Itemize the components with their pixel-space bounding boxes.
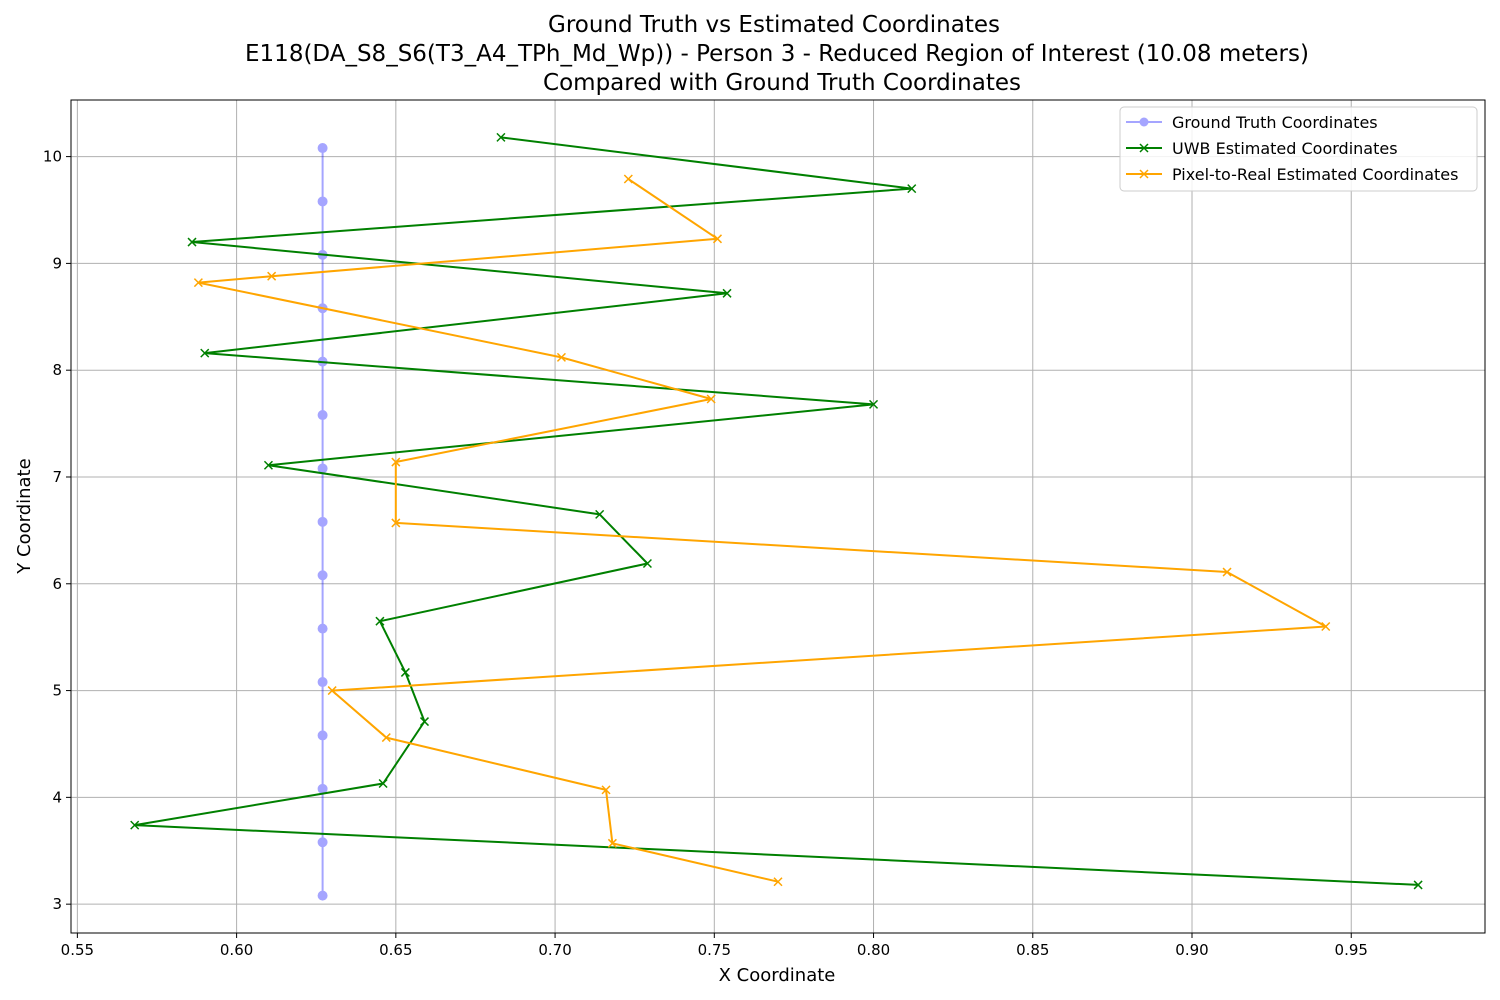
- x-tick-label: 0.90: [1175, 941, 1208, 959]
- chart-title-line-2: E118(DA_S8_S6(T3_A4_TPh_Md_Wp)) - Person…: [245, 41, 1309, 67]
- axes-frame: [70, 99, 1486, 934]
- data-point: [773, 877, 783, 887]
- data-point: [907, 184, 917, 194]
- data-point: [712, 234, 723, 244]
- x-tick-label: 0.80: [857, 941, 890, 959]
- y-tick-label: 4: [52, 788, 62, 806]
- chart-title-line-1: Ground Truth vs Estimated Coordinates: [548, 12, 1000, 38]
- x-tick-label: 0.75: [698, 941, 731, 959]
- legend-label: Ground Truth Coordinates: [1172, 113, 1378, 132]
- data-point: [317, 143, 328, 154]
- y-tick-label: 3: [52, 895, 62, 913]
- data-point: [187, 237, 197, 247]
- data-point: [556, 352, 566, 362]
- data-point: [130, 820, 140, 830]
- x-tick-label: 0.70: [538, 941, 571, 959]
- grid: [71, 100, 1485, 933]
- data-point: [642, 558, 652, 569]
- series-1: [130, 132, 1423, 890]
- data-point: [1321, 621, 1331, 632]
- data-point: [317, 677, 328, 688]
- x-tick-label: 0.95: [1335, 941, 1368, 959]
- legend-label: UWB Estimated Coordinates: [1172, 139, 1398, 158]
- data-point: [400, 667, 410, 677]
- data-point: [317, 463, 328, 474]
- data-point: [317, 570, 328, 581]
- y-tick-label: 6: [52, 575, 62, 593]
- data-series: [130, 132, 1423, 901]
- series-line: [133, 136, 1419, 886]
- x-tick-label: 0.60: [220, 941, 253, 959]
- data-point: [193, 278, 203, 288]
- legend-item: Ground Truth Coordinates: [1126, 113, 1378, 132]
- data-point: [601, 785, 611, 795]
- chart-title-line-3: Compared with Ground Truth Coordinates: [543, 70, 1021, 96]
- data-point: [869, 399, 879, 409]
- x-tick-label: 0.85: [1016, 941, 1049, 959]
- data-point: [1222, 567, 1232, 577]
- legend: Ground Truth Coordinates UWB Estimated Co…: [1119, 106, 1478, 192]
- data-point: [381, 733, 391, 743]
- y-tick-label: 9: [52, 254, 62, 272]
- legend-label: Pixel-to-Real Estimated Coordinates: [1172, 165, 1458, 184]
- data-point: [623, 174, 633, 184]
- data-point: [317, 516, 328, 527]
- y-tick-label: 5: [52, 682, 62, 700]
- data-point: [391, 518, 401, 528]
- data-point: [267, 271, 277, 281]
- data-point: [327, 686, 337, 696]
- series-0: [317, 143, 328, 901]
- data-point: [317, 890, 328, 901]
- legend-swatch: [1126, 143, 1162, 153]
- data-point: [607, 838, 617, 848]
- data-point: [317, 623, 328, 634]
- data-point: [1413, 880, 1423, 890]
- series-2: [193, 174, 1331, 887]
- data-point: [317, 196, 328, 207]
- legend-swatch: [1126, 117, 1162, 127]
- plot-frame: [70, 99, 1486, 934]
- data-point: [200, 348, 210, 358]
- x-tick-label: 0.55: [61, 941, 94, 959]
- data-point: [391, 457, 401, 467]
- axis-ticks: 0.55 0.60 0.65 0.70 0.75 0.80 0.85 0.90 0.95 3 4 5 6…: [43, 148, 1368, 959]
- legend-item: UWB Estimated Coordinates: [1126, 139, 1398, 158]
- legend-swatch: [1126, 169, 1162, 179]
- data-point: [317, 410, 328, 421]
- y-tick-label: 7: [52, 468, 62, 486]
- data-point: [595, 509, 605, 519]
- data-point: [317, 783, 328, 794]
- data-point: [419, 717, 430, 727]
- data-point: [375, 616, 385, 626]
- data-point: [706, 394, 716, 404]
- data-point: [722, 288, 732, 298]
- data-point: [317, 837, 328, 848]
- series-line: [197, 178, 1327, 883]
- y-tick-label: 10: [43, 148, 62, 166]
- y-tick-label: 8: [52, 361, 62, 379]
- legend-item: Pixel-to-Real Estimated Coordinates: [1126, 165, 1458, 184]
- legend-box: [1119, 106, 1478, 192]
- data-point: [263, 460, 273, 470]
- data-point: [496, 132, 506, 142]
- data-point: [378, 778, 388, 789]
- y-axis-label: Y Coordinate: [14, 458, 35, 574]
- x-tick-label: 0.65: [379, 941, 412, 959]
- data-point: [317, 730, 328, 741]
- chart-title: Ground Truth vs Estimated Coordinates E1…: [245, 12, 1309, 96]
- x-axis-label: X Coordinate: [719, 965, 836, 986]
